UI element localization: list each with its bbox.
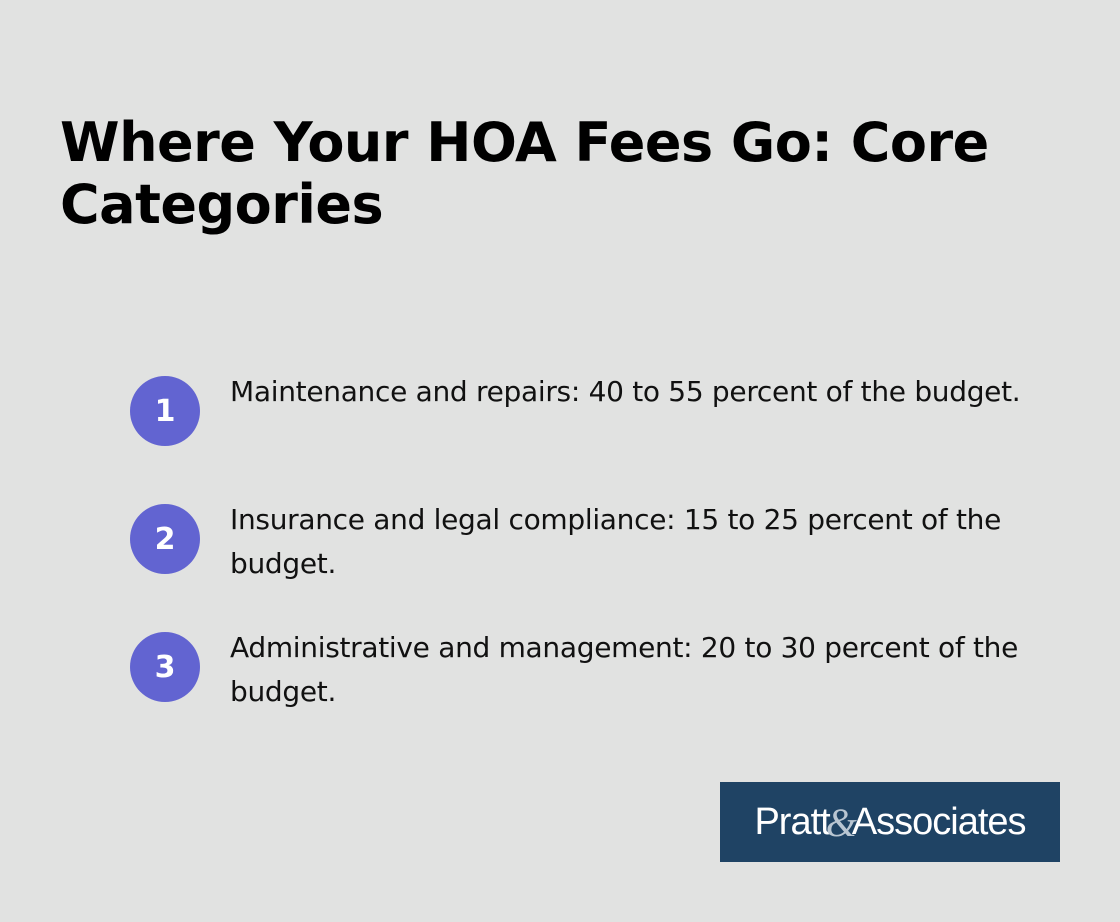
item-text: Administrative and management: 20 to 30 … (230, 631, 1019, 708)
item-text: Insurance and legal compliance: 15 to 25… (230, 503, 1002, 580)
pratt-associates-logo: Pratt & Associates (720, 782, 1060, 862)
ampersand-icon: & (825, 799, 857, 845)
number-badge: 2 (130, 504, 200, 574)
list-item: 1 Maintenance and repairs: 40 to 55 perc… (130, 370, 1030, 460)
logo-text-associates: Associates (851, 800, 1027, 843)
item-text: Maintenance and repairs: 40 to 55 percen… (230, 375, 1021, 408)
number-badge: 3 (130, 632, 200, 702)
list-item: 3 Administrative and management: 20 to 3… (130, 626, 1030, 716)
logo-text-pratt: Pratt (754, 800, 830, 843)
list-item: 2 Insurance and legal compliance: 15 to … (130, 498, 1030, 588)
page-title: Where Your HOA Fees Go: Core Categories (60, 111, 989, 236)
number-badge: 1 (130, 376, 200, 446)
